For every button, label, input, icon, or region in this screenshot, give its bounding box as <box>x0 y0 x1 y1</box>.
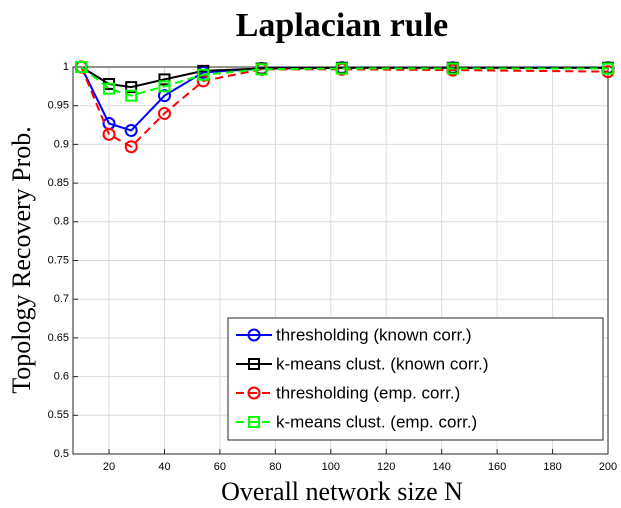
legend-label: k-means clust. (emp. corr.) <box>276 412 477 431</box>
series-line <box>80 66 608 89</box>
y-tick-label: 0.6 <box>54 371 69 383</box>
x-tick-label: 60 <box>214 461 226 473</box>
x-tick-label: 140 <box>432 461 450 473</box>
data-point <box>335 62 348 75</box>
y-axis-label: Topology Recovery Prob. <box>7 126 36 394</box>
series-line <box>80 66 608 97</box>
legend-marker <box>247 386 261 400</box>
data-point <box>125 81 138 94</box>
y-tick-label: 0.9 <box>54 138 69 150</box>
data-point <box>75 61 88 73</box>
data-point <box>125 89 138 102</box>
data-point <box>158 80 171 93</box>
x-axis-label: Overall network size N <box>221 477 463 506</box>
x-tick-label: 20 <box>103 461 115 473</box>
data-point <box>157 106 171 120</box>
data-point <box>255 63 268 76</box>
data-point <box>103 82 116 95</box>
y-tick-label: 0.85 <box>48 177 69 189</box>
y-tick-label: 0.5 <box>54 448 69 460</box>
x-tick-label: 200 <box>599 461 617 473</box>
data-point <box>157 89 171 103</box>
legend-label: thresholding (known corr.) <box>276 325 472 344</box>
y-tick-label: 0.75 <box>48 254 69 266</box>
data-point <box>602 62 614 75</box>
legend-box <box>227 317 604 441</box>
data-point <box>124 123 138 137</box>
data-point <box>124 140 138 154</box>
legend-marker <box>247 328 261 342</box>
x-tick-label: 120 <box>377 461 395 473</box>
y-tick-label: 1 <box>63 61 69 73</box>
legend-label: k-means clust. (known corr.) <box>276 354 489 373</box>
legend-marker <box>248 416 260 428</box>
y-tick-label: 0.8 <box>54 216 69 228</box>
legend-label: thresholding (emp. corr.) <box>276 383 460 402</box>
x-tick-label: 40 <box>158 461 170 473</box>
x-tick-label: 80 <box>269 461 281 473</box>
x-tick-label: 180 <box>543 461 561 473</box>
data-point <box>446 62 459 75</box>
data-point <box>158 73 171 86</box>
x-tick-label: 160 <box>488 461 506 473</box>
x-tick-label: 100 <box>322 461 340 473</box>
data-point <box>197 68 210 81</box>
y-tick-label: 0.65 <box>48 332 69 344</box>
data-point <box>102 127 116 141</box>
y-tick-label: 0.7 <box>54 293 69 305</box>
chart-title: Laplacian rule <box>236 7 449 44</box>
legend-marker <box>248 358 260 370</box>
y-tick-label: 0.55 <box>48 409 69 421</box>
y-tick-label: 0.95 <box>48 100 69 112</box>
series-line <box>80 66 609 148</box>
